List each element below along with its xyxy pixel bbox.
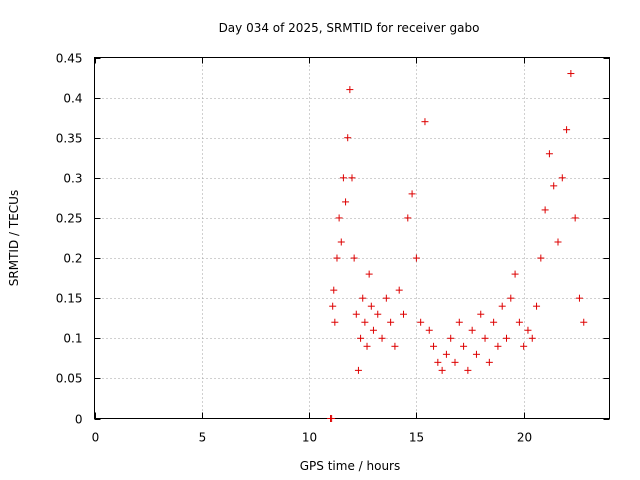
data-point xyxy=(331,318,339,326)
data-point xyxy=(333,254,341,262)
y-tick-label: 0.15 xyxy=(56,292,83,306)
y-tick-label: 0.2 xyxy=(63,252,82,266)
y-tick-label: 0.05 xyxy=(56,372,83,386)
x-axis-label: GPS time / hours xyxy=(300,459,401,473)
data-point xyxy=(451,358,459,366)
data-point xyxy=(567,70,575,78)
y-tick-label: 0.4 xyxy=(63,92,82,106)
data-point xyxy=(378,334,386,342)
y-tick-label: 0.25 xyxy=(56,212,83,226)
data-point xyxy=(337,238,345,246)
data-point xyxy=(537,254,545,262)
data-points xyxy=(327,70,588,422)
data-point xyxy=(507,294,515,302)
data-point xyxy=(408,190,416,198)
data-point xyxy=(348,174,356,182)
data-point xyxy=(528,334,536,342)
data-point xyxy=(344,134,352,142)
data-point xyxy=(417,318,425,326)
data-point xyxy=(515,318,523,326)
data-point xyxy=(455,318,463,326)
data-point xyxy=(342,198,350,206)
x-tick-label: 10 xyxy=(302,431,317,445)
plot-frame xyxy=(94,57,610,419)
grid xyxy=(94,57,610,419)
data-point xyxy=(485,358,493,366)
data-point xyxy=(400,310,407,318)
x-tick-label: 20 xyxy=(517,431,532,445)
data-point xyxy=(365,270,373,278)
data-point xyxy=(575,294,583,302)
data-point xyxy=(369,326,377,334)
data-point xyxy=(395,286,403,294)
data-point xyxy=(430,342,438,350)
data-point xyxy=(335,214,343,222)
data-point xyxy=(563,126,571,134)
chart-title: Day 034 of 2025, SRMTID for receiver gab… xyxy=(219,21,480,35)
data-point xyxy=(329,302,337,310)
data-point xyxy=(434,358,442,366)
data-point xyxy=(425,326,433,334)
data-point xyxy=(330,286,338,294)
data-point xyxy=(350,254,358,262)
data-point xyxy=(571,214,579,222)
data-point xyxy=(464,366,472,374)
data-point xyxy=(550,182,558,190)
data-point xyxy=(447,334,455,342)
data-point xyxy=(580,318,588,326)
data-point xyxy=(387,318,395,326)
y-tick-label: 0.3 xyxy=(63,172,82,186)
data-point xyxy=(367,302,375,310)
y-tick-label: 0.45 xyxy=(56,52,83,66)
data-point xyxy=(361,318,369,326)
data-point xyxy=(481,334,489,342)
data-point xyxy=(520,342,528,350)
data-point xyxy=(545,150,553,158)
data-point xyxy=(472,350,480,358)
data-point xyxy=(524,326,532,334)
x-axis: 0 5 10 15 20 xyxy=(92,57,532,445)
x-tick-label: 15 xyxy=(409,431,424,445)
data-point xyxy=(339,174,347,182)
x-tick-label: 5 xyxy=(199,431,207,445)
data-point xyxy=(357,334,365,342)
data-point xyxy=(541,206,549,214)
data-point xyxy=(460,342,468,350)
data-point xyxy=(438,366,446,374)
data-point xyxy=(554,238,562,246)
data-point xyxy=(494,342,502,350)
data-point xyxy=(558,174,566,182)
data-point xyxy=(404,214,412,222)
data-point xyxy=(442,350,450,358)
data-point xyxy=(421,118,429,126)
data-point xyxy=(382,294,390,302)
data-point xyxy=(374,310,382,318)
data-point xyxy=(498,302,506,310)
data-point xyxy=(412,254,420,262)
data-point xyxy=(354,366,362,374)
data-point xyxy=(328,415,336,422)
data-point xyxy=(363,342,371,350)
y-tick-label: 0.35 xyxy=(56,132,83,146)
y-tick-label: 0.1 xyxy=(63,332,82,346)
y-tick-label: 0 xyxy=(75,413,83,427)
y-axis-label: SRMTID / TECUs xyxy=(7,190,21,286)
data-point xyxy=(352,310,360,318)
x-tick-label: 0 xyxy=(92,431,100,445)
y-axis: 0 0.05 0.1 0.15 0.2 0.25 0.3 0.35 0.4 0.45 xyxy=(56,52,610,427)
data-point xyxy=(503,334,510,342)
data-point xyxy=(490,318,498,326)
data-point xyxy=(391,342,399,350)
data-point xyxy=(468,326,476,334)
data-point xyxy=(511,270,519,278)
data-point xyxy=(359,294,367,302)
data-point xyxy=(477,310,485,318)
data-point xyxy=(346,86,354,94)
data-point xyxy=(533,302,541,310)
